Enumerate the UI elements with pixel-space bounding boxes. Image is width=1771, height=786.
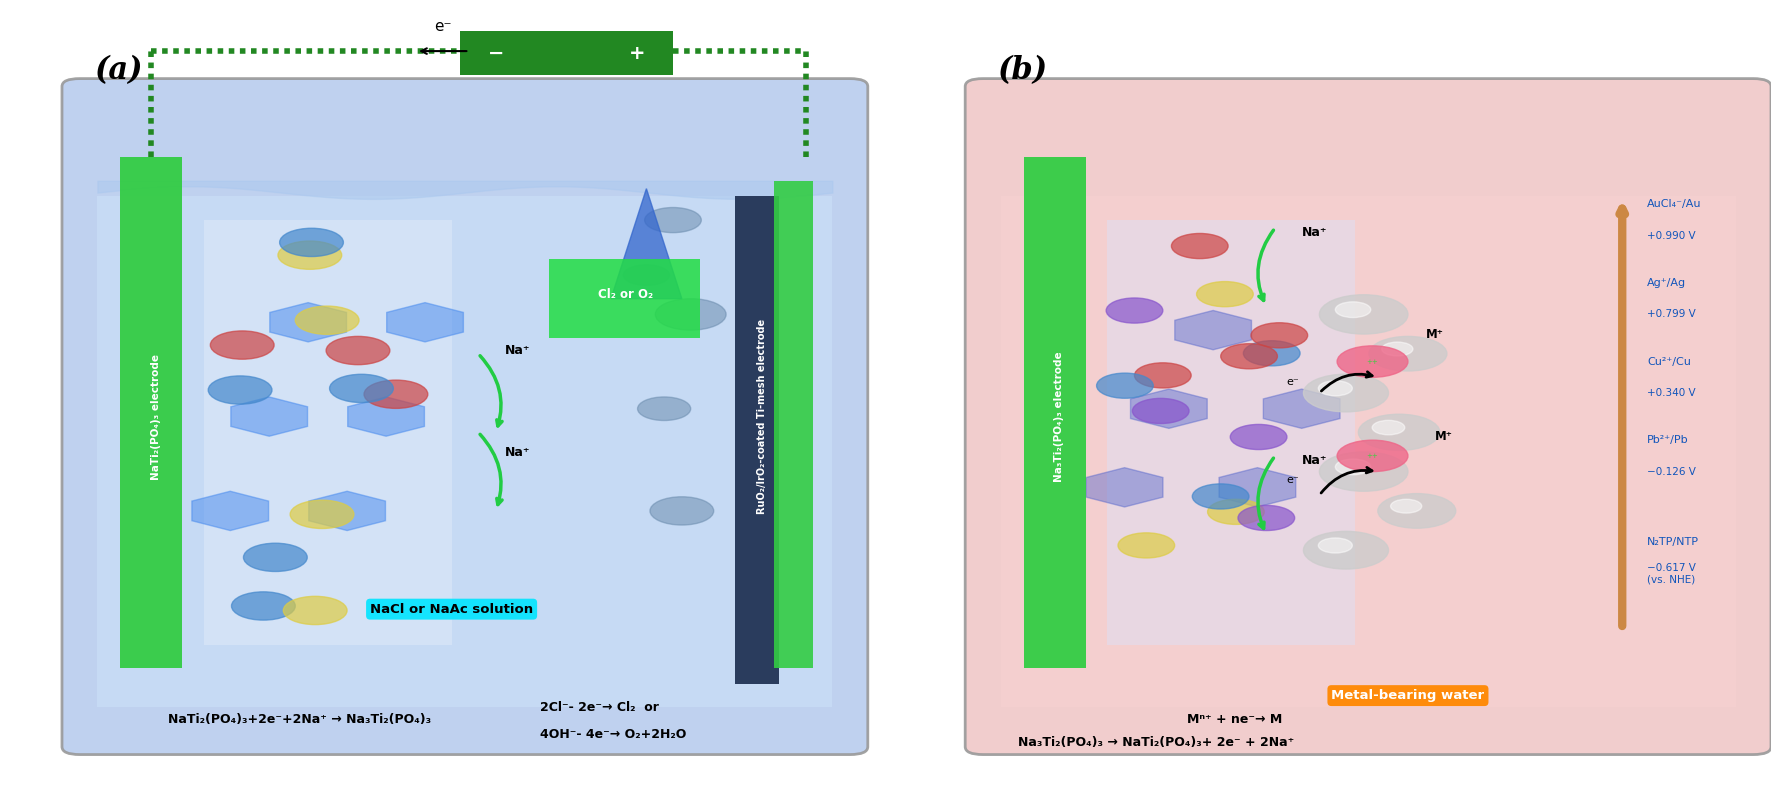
Text: e⁻: e⁻ (1286, 377, 1300, 387)
Circle shape (1250, 323, 1307, 348)
Text: 4OH⁻- 4e⁻→ O₂+2H₂O: 4OH⁻- 4e⁻→ O₂+2H₂O (540, 729, 687, 741)
Text: AuCl₄⁻/Au: AuCl₄⁻/Au (1647, 200, 1702, 209)
Circle shape (1318, 538, 1353, 553)
Text: +0.990 V: +0.990 V (1647, 231, 1695, 241)
Bar (1001, 196, 1736, 707)
Circle shape (1208, 499, 1264, 524)
Circle shape (1197, 281, 1254, 307)
Circle shape (623, 265, 669, 285)
Circle shape (1319, 452, 1408, 491)
Text: e⁻: e⁻ (434, 20, 452, 35)
Circle shape (1243, 340, 1300, 365)
Circle shape (278, 241, 342, 270)
Circle shape (329, 374, 393, 402)
Bar (204, 220, 452, 645)
Bar (549, 259, 700, 338)
Circle shape (1337, 346, 1408, 377)
Circle shape (365, 380, 429, 409)
Text: N₂TP/NTP: N₂TP/NTP (1647, 538, 1698, 547)
Text: M⁺: M⁺ (1435, 430, 1452, 443)
Text: Mⁿ⁺ + ne⁻→ M: Mⁿ⁺ + ne⁻→ M (1187, 713, 1282, 725)
Bar (460, 31, 673, 75)
Circle shape (211, 331, 275, 359)
Circle shape (1303, 374, 1388, 412)
Text: (b): (b) (997, 55, 1047, 86)
Bar (1024, 157, 1086, 668)
Circle shape (243, 543, 306, 571)
Text: 2Cl⁻- 2e⁻→ Cl₂  or: 2Cl⁻- 2e⁻→ Cl₂ or (540, 701, 659, 714)
Bar (774, 181, 813, 668)
Circle shape (280, 228, 344, 256)
Circle shape (296, 306, 360, 334)
Bar (1107, 220, 1355, 645)
Circle shape (1238, 505, 1295, 531)
Text: Na₃Ti₂(PO₄)₃ electrode: Na₃Ti₂(PO₄)₃ electrode (1054, 351, 1064, 482)
Circle shape (1369, 336, 1447, 371)
Text: Cu²⁺/Cu: Cu²⁺/Cu (1647, 357, 1691, 366)
Text: −0.617 V
(vs. NHE): −0.617 V (vs. NHE) (1647, 563, 1697, 585)
Text: NaTi₂(PO₄)₃+2e⁻+2Na⁺ → Na₃Ti₂(PO₄)₃: NaTi₂(PO₄)₃+2e⁻+2Na⁺ → Na₃Ti₂(PO₄)₃ (168, 713, 432, 725)
Circle shape (645, 208, 701, 233)
Text: (a): (a) (94, 55, 142, 86)
Text: Na₃Ti₂(PO₄)₃ → NaTi₂(PO₄)₃+ 2e⁻ + 2Na⁺: Na₃Ti₂(PO₄)₃ → NaTi₂(PO₄)₃+ 2e⁻ + 2Na⁺ (1018, 736, 1295, 749)
Circle shape (1358, 414, 1440, 450)
Circle shape (1335, 302, 1371, 318)
Text: +0.340 V: +0.340 V (1647, 388, 1695, 398)
Circle shape (1135, 363, 1192, 388)
Bar (120, 157, 182, 668)
Circle shape (326, 336, 390, 365)
Text: RuO₂/IrO₂-coated Ti-mesh electrode: RuO₂/IrO₂-coated Ti-mesh electrode (756, 319, 767, 514)
Circle shape (655, 299, 726, 330)
Text: Na⁺: Na⁺ (1302, 226, 1326, 239)
Circle shape (283, 597, 347, 625)
Circle shape (1096, 373, 1153, 399)
Circle shape (290, 500, 354, 528)
Text: Cl₂ or O₂: Cl₂ or O₂ (597, 288, 653, 301)
Circle shape (1303, 531, 1388, 569)
Text: Na⁺: Na⁺ (505, 343, 530, 357)
Polygon shape (611, 189, 682, 299)
Text: Metal-bearing water: Metal-bearing water (1332, 689, 1484, 702)
Text: +: + (629, 44, 646, 63)
Text: M⁺: M⁺ (1426, 328, 1443, 341)
Circle shape (1390, 499, 1422, 513)
Text: −: − (487, 44, 505, 63)
Circle shape (1231, 424, 1288, 450)
Text: Pb²⁺/Pb: Pb²⁺/Pb (1647, 435, 1690, 445)
Text: Na⁺: Na⁺ (505, 446, 530, 459)
Circle shape (1337, 440, 1408, 472)
Text: Na⁺: Na⁺ (1302, 454, 1326, 467)
Bar (97, 196, 832, 707)
Circle shape (1335, 459, 1371, 475)
Circle shape (650, 497, 714, 525)
Text: +0.799 V: +0.799 V (1647, 310, 1697, 319)
Circle shape (1378, 494, 1456, 528)
Circle shape (638, 397, 691, 421)
FancyBboxPatch shape (62, 79, 868, 755)
Text: e⁻: e⁻ (1286, 476, 1300, 486)
FancyBboxPatch shape (965, 79, 1771, 755)
Circle shape (1318, 380, 1353, 396)
Circle shape (209, 376, 273, 404)
Circle shape (1381, 342, 1413, 356)
Text: −0.126 V: −0.126 V (1647, 467, 1697, 476)
Text: NaTi₂(PO₄)₃ electrode: NaTi₂(PO₄)₃ electrode (151, 354, 161, 479)
Circle shape (1171, 233, 1227, 259)
Bar (735, 196, 779, 684)
Circle shape (1220, 343, 1277, 369)
Circle shape (1319, 295, 1408, 334)
Circle shape (1192, 484, 1249, 509)
Circle shape (1373, 421, 1404, 435)
Circle shape (1107, 298, 1164, 323)
Text: ++: ++ (1367, 453, 1378, 459)
Text: ++: ++ (1367, 358, 1378, 365)
Circle shape (232, 592, 296, 620)
Circle shape (1118, 533, 1174, 558)
Circle shape (1132, 399, 1188, 424)
Text: Ag⁺/Ag: Ag⁺/Ag (1647, 278, 1686, 288)
Text: NaCl or NaAc solution: NaCl or NaAc solution (370, 603, 533, 615)
